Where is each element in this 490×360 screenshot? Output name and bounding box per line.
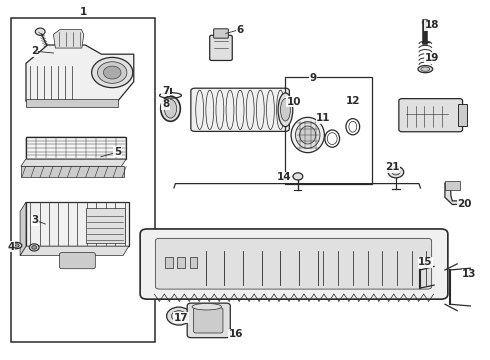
Bar (26, 137, 126, 159)
FancyBboxPatch shape (60, 253, 95, 269)
Text: 10: 10 (287, 96, 301, 107)
Text: 8: 8 (162, 99, 169, 109)
Text: 19: 19 (425, 53, 440, 63)
Ellipse shape (421, 67, 430, 71)
Text: 7: 7 (162, 86, 170, 96)
Circle shape (172, 311, 186, 321)
Bar (11, 18, 155, 342)
Ellipse shape (291, 117, 324, 153)
Text: 20: 20 (457, 199, 472, 210)
Circle shape (29, 244, 39, 251)
FancyBboxPatch shape (191, 88, 289, 131)
Ellipse shape (281, 99, 290, 121)
Circle shape (293, 173, 303, 180)
FancyBboxPatch shape (155, 238, 432, 289)
Ellipse shape (12, 244, 19, 247)
Circle shape (35, 28, 45, 35)
Text: 15: 15 (418, 257, 433, 267)
Text: 9: 9 (309, 73, 316, 84)
Circle shape (103, 66, 121, 79)
Bar (458, 104, 467, 126)
Text: 21: 21 (385, 162, 399, 172)
Polygon shape (20, 246, 129, 256)
Bar (285, 77, 372, 184)
Circle shape (98, 62, 127, 84)
Bar (26, 202, 129, 246)
Bar (445, 181, 460, 190)
Ellipse shape (192, 303, 221, 310)
Bar (86, 208, 125, 243)
Text: 17: 17 (174, 312, 189, 323)
Polygon shape (445, 183, 462, 204)
Ellipse shape (9, 242, 22, 249)
Bar (21, 166, 123, 177)
Ellipse shape (164, 99, 176, 118)
FancyBboxPatch shape (194, 308, 223, 333)
Text: 5: 5 (114, 147, 121, 157)
FancyBboxPatch shape (187, 303, 230, 338)
Text: 3: 3 (32, 215, 39, 225)
Text: 13: 13 (462, 269, 477, 279)
Circle shape (392, 169, 400, 175)
Ellipse shape (278, 93, 293, 127)
Text: 16: 16 (229, 329, 244, 339)
Circle shape (388, 166, 404, 178)
Text: 1: 1 (80, 6, 87, 17)
Text: 12: 12 (345, 96, 360, 106)
Polygon shape (26, 45, 134, 101)
Bar (177, 257, 185, 268)
Text: 11: 11 (316, 113, 331, 123)
FancyBboxPatch shape (214, 29, 228, 38)
Text: 4: 4 (7, 242, 15, 252)
Bar (190, 257, 197, 268)
Text: 14: 14 (277, 172, 292, 182)
FancyBboxPatch shape (140, 229, 448, 299)
Ellipse shape (295, 122, 320, 148)
Polygon shape (21, 159, 126, 166)
Polygon shape (20, 202, 26, 256)
Circle shape (167, 307, 191, 325)
Bar (26, 99, 118, 107)
Text: 6: 6 (237, 24, 244, 35)
Text: 2: 2 (31, 46, 38, 56)
FancyBboxPatch shape (399, 99, 463, 132)
Ellipse shape (161, 96, 180, 121)
Bar (165, 257, 173, 268)
Ellipse shape (300, 126, 316, 144)
Circle shape (92, 58, 133, 88)
Circle shape (32, 246, 37, 249)
Text: 18: 18 (425, 20, 440, 30)
FancyBboxPatch shape (210, 35, 232, 60)
Polygon shape (53, 30, 84, 48)
Ellipse shape (418, 66, 433, 73)
